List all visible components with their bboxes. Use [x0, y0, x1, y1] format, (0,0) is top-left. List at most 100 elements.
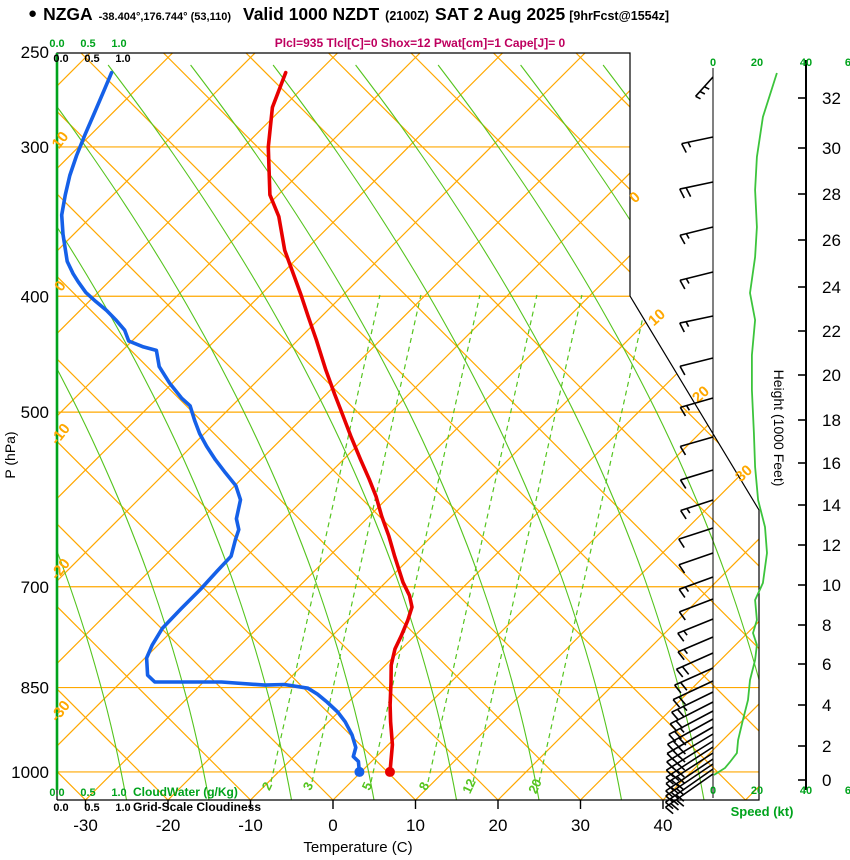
- height-tick-label: 26: [822, 231, 841, 250]
- moist-adiabat-lines: [57, 64, 759, 800]
- height-tick-label: 16: [822, 454, 841, 473]
- valid-time: Valid 1000 NZDT: [242, 4, 380, 24]
- wind-barb-shaft: [679, 598, 714, 613]
- dewpoint-curve: [59, 70, 362, 774]
- cloudwater-scale-bottom: 1.0: [111, 787, 126, 799]
- speed-tick-label-top: 20: [751, 57, 763, 69]
- speed-axis-title: Speed (kt): [731, 804, 794, 819]
- wind-barb-shaft: [677, 636, 714, 653]
- speed-tick-label-bottom: 0: [710, 785, 716, 797]
- temp-tick-label: 20: [489, 816, 508, 835]
- isotherm-label-right: 30: [732, 462, 756, 486]
- cloudiness-scale-top: 1.0: [115, 53, 130, 65]
- mixing-ratio-label: 5: [359, 780, 376, 793]
- wind-barb-shaft: [665, 758, 714, 792]
- pressure-tick-label: 400: [21, 287, 49, 306]
- wind-barb-shaft: [667, 718, 714, 745]
- wind-barb-tick: [670, 802, 679, 811]
- height-tick-label: 8: [822, 616, 831, 635]
- stability-indices: Plcl=935 Tlcl[C]=0 Shox=12 Pwat[cm]=1 Ca…: [274, 36, 566, 50]
- wind-barb-half-tick: [699, 90, 706, 95]
- wind-barb-shaft: [680, 436, 714, 448]
- height-tick-label: 22: [822, 322, 841, 341]
- mixing-ratio-label: 20: [525, 776, 545, 795]
- wind-barb-tick: [671, 711, 679, 721]
- wind-barb-half-tick: [685, 278, 690, 284]
- wind-barb-shaft: [681, 136, 714, 145]
- pressure-axis-title: P (hPa): [2, 431, 18, 478]
- isotherm-label-right: 0: [626, 189, 644, 207]
- wind-barb-shaft: [678, 552, 714, 566]
- wind-barb-shaft: [666, 733, 714, 763]
- speed-tick-label-top: 0: [710, 57, 716, 69]
- pressure-tick-label: 700: [21, 578, 49, 597]
- wind-barb-half-tick: [683, 648, 689, 655]
- wind-barb-shaft: [679, 315, 714, 324]
- cloudiness-scale-bottom: 0.0: [53, 802, 68, 814]
- height-tick-label: 4: [822, 696, 831, 715]
- wind-barb-shaft: [677, 618, 714, 634]
- wind-barb-half-tick: [685, 321, 690, 327]
- height-tick-label: 20: [822, 366, 841, 385]
- wind-barb-shaft: [665, 768, 714, 803]
- wind-barb-shaft: [669, 701, 714, 725]
- height-tick-label: 10: [822, 576, 841, 595]
- pressure-labels: 250 300 400 500 700 850 1000: [11, 43, 49, 782]
- cloudiness-scale-top: 0.0: [53, 53, 68, 65]
- pressure-tick-label: 500: [21, 403, 49, 422]
- temp-tick-label: -10: [238, 816, 263, 835]
- wind-barb-tick: [679, 279, 686, 290]
- isotherm-label-left: -10: [47, 420, 74, 448]
- wind-barb-tick: [674, 684, 682, 694]
- cloudiness-scale-bottom: 1.0: [115, 802, 130, 814]
- height-tick-label: 30: [822, 139, 841, 158]
- temperature-axis-title: Temperature (C): [303, 839, 412, 856]
- wind-barb-half-tick: [687, 141, 692, 148]
- height-tick-label: 14: [822, 496, 841, 515]
- wind-barb-shaft: [680, 397, 714, 409]
- wind-barb-tick: [678, 538, 685, 548]
- pressure-tick-label: 300: [21, 138, 49, 157]
- cloudwater-scale-top: 1.0: [111, 38, 126, 50]
- chart-title: ● NZGA -38.404°,176.744° (53,110) Valid 100…: [28, 4, 848, 25]
- wind-barb-half-tick: [683, 630, 688, 636]
- wind-barb-tick: [679, 479, 687, 489]
- isotherm-lines: [57, 53, 759, 800]
- height-tick-label: 0: [822, 771, 831, 790]
- wind-barb-tick: [678, 564, 686, 574]
- wind-barb-tick: [679, 322, 685, 333]
- mixing-ratio-label: 8: [416, 780, 433, 793]
- wind-barb-tick: [679, 681, 688, 691]
- wind-barb-half-tick: [703, 85, 710, 90]
- wind-barb-half-tick: [682, 705, 688, 712]
- wind-barb-tick: [680, 143, 687, 153]
- valid-date: SAT 2 Aug 2025: [434, 4, 566, 24]
- wind-barb-tick: [677, 632, 685, 642]
- wind-barb-shaft: [665, 752, 714, 785]
- wind-barb-shaft: [665, 763, 714, 797]
- temp-tick-label: -30: [73, 816, 98, 835]
- temp-tick-label: 10: [406, 816, 425, 835]
- pressure-tick-label: 850: [21, 679, 49, 698]
- height-tick-label: 6: [822, 655, 831, 674]
- wind-barb-half-tick: [686, 508, 691, 514]
- cloudiness-axis-title: Grid-Scale Cloudiness: [133, 800, 261, 814]
- wind-barb-tick: [677, 651, 685, 661]
- wind-barb-shaft: [665, 773, 714, 808]
- temperature-surface-dot: [384, 766, 395, 777]
- wind-barb-half-tick: [685, 233, 690, 239]
- wind-barb-tick: [679, 445, 687, 456]
- speed-axis: 00202040406060: [710, 57, 850, 797]
- dewpoint-surface-dot: [354, 766, 365, 777]
- wind-barb-half-tick: [679, 727, 685, 733]
- wind-barb-shaft: [679, 357, 714, 368]
- wind-barb-shaft: [665, 740, 714, 771]
- pressure-tick-label: 250: [21, 43, 49, 62]
- mixing-ratio-lines: [270, 294, 649, 783]
- cloudwater-axis-title: CloudWater (g/Kg): [133, 785, 238, 799]
- wind-barb-tick: [681, 666, 690, 675]
- height-tick-label: 32: [822, 89, 841, 108]
- wind-barb-shaft: [679, 271, 714, 282]
